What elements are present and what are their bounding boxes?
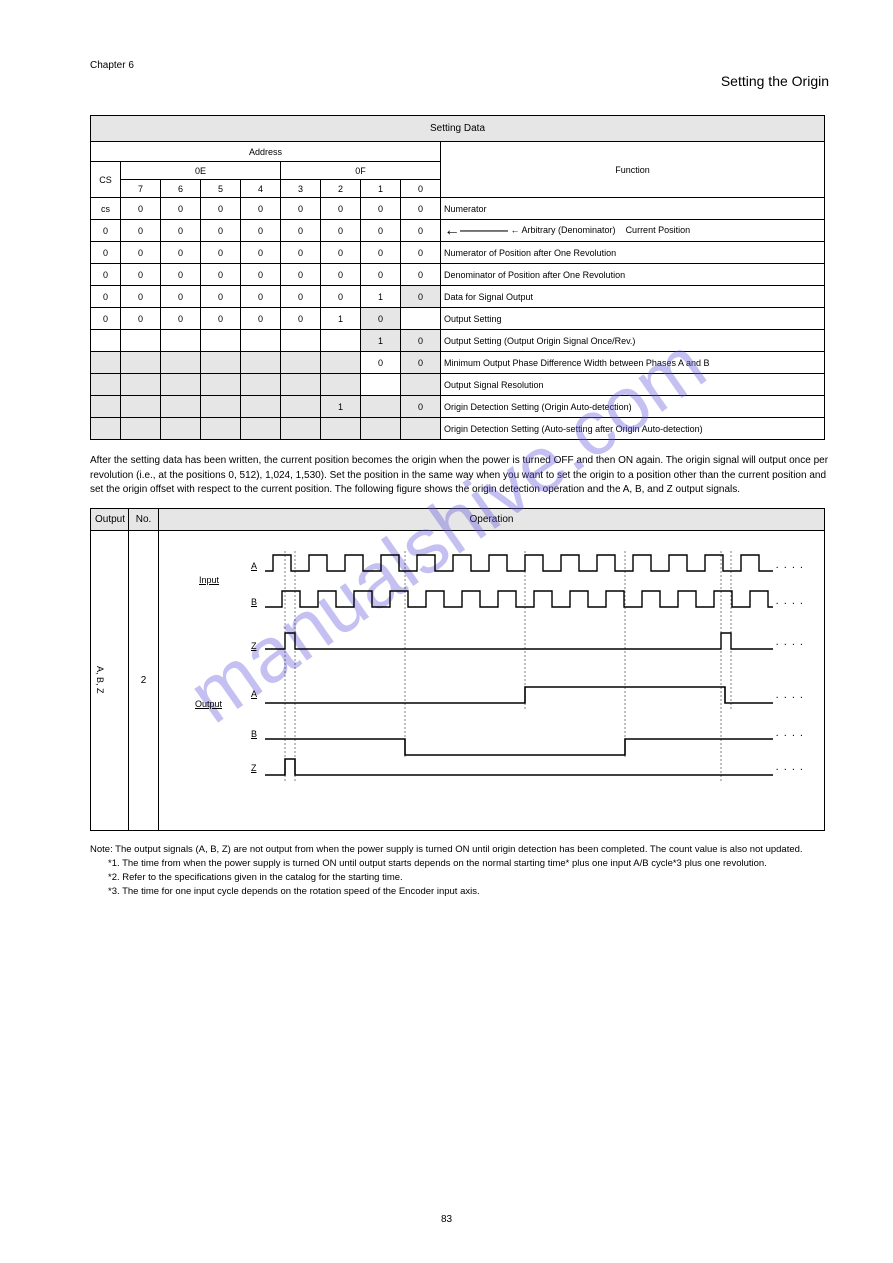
- arrow-left-icon: ←———: [444, 226, 508, 236]
- bit5: 5: [201, 180, 241, 198]
- bit7: 7: [121, 180, 161, 198]
- output-label: Output: [195, 699, 222, 709]
- table-row: 1 0 Origin Detection Setting (Origin Aut…: [91, 396, 825, 418]
- table-row: cs 0 0 0 0 0 0 0 0 Numerator: [91, 198, 825, 220]
- input-label: Input: [199, 575, 219, 585]
- sig-b-out: B: [251, 729, 257, 739]
- notes-block: Note: The output signals (A, B, Z) are n…: [90, 843, 833, 900]
- bit6: 6: [161, 180, 201, 198]
- table1-title: Setting Data: [91, 116, 825, 142]
- addr-0f: 0F: [281, 162, 441, 180]
- addr-header: Address: [91, 142, 441, 162]
- addr-0e: 0E: [121, 162, 281, 180]
- chapter-label: Chapter 6: [90, 60, 833, 71]
- note-3: *3. The time for one input cycle depends…: [108, 885, 833, 899]
- bit4: 4: [241, 180, 281, 198]
- operation-table: Output No. Operation A, B, Z 2 Input A B…: [90, 508, 825, 831]
- table-row: 0 0 0 0 0 0 0 0 0 Numerator of Position …: [91, 242, 825, 264]
- table-row: 1 0 Output Setting (Output Origin Signal…: [91, 330, 825, 352]
- note-main: Note: The output signals (A, B, Z) are n…: [90, 843, 833, 857]
- table-row: 0 0 0 0 0 0 1 0 Output Setting: [91, 308, 825, 330]
- table-row: 0 0 0 0 0 0 0 0 0 ←——— ← Arbitrary (Deno…: [91, 220, 825, 242]
- table-row: 0 0 Minimum Output Phase Difference Widt…: [91, 352, 825, 374]
- note-1: *1. The time from when the power supply …: [108, 857, 833, 871]
- sig-a-in: A: [251, 561, 257, 571]
- table-row: 0 0 0 0 0 0 0 0 0 Denominator of Positio…: [91, 264, 825, 286]
- bit1: 1: [361, 180, 401, 198]
- bit0: 0: [401, 180, 441, 198]
- col-function: Function: [441, 142, 825, 198]
- chapter-title: Setting the Origin: [90, 73, 829, 89]
- sig-z-out: Z: [251, 763, 257, 773]
- bit2: 2: [321, 180, 361, 198]
- noval: 2: [129, 530, 159, 830]
- table-row: 0 0 0 0 0 0 0 1 0 Data for Signal Output: [91, 286, 825, 308]
- note-2: *2. Refer to the specifications given in…: [108, 871, 833, 885]
- table-row: Origin Detection Setting (Auto-setting a…: [91, 418, 825, 440]
- col-output: Output: [91, 508, 129, 530]
- bit3: 3: [281, 180, 321, 198]
- page-number: 83: [0, 1214, 893, 1225]
- sig-b-in: B: [251, 597, 257, 607]
- col-cs: CS: [91, 162, 121, 198]
- outval: A, B, Z: [91, 530, 129, 830]
- sig-z-in: Z: [251, 641, 257, 651]
- sig-a-out: A: [251, 689, 257, 699]
- col-no: No.: [129, 508, 159, 530]
- waveform-cell: Input A B Z Output A B Z: [159, 530, 825, 830]
